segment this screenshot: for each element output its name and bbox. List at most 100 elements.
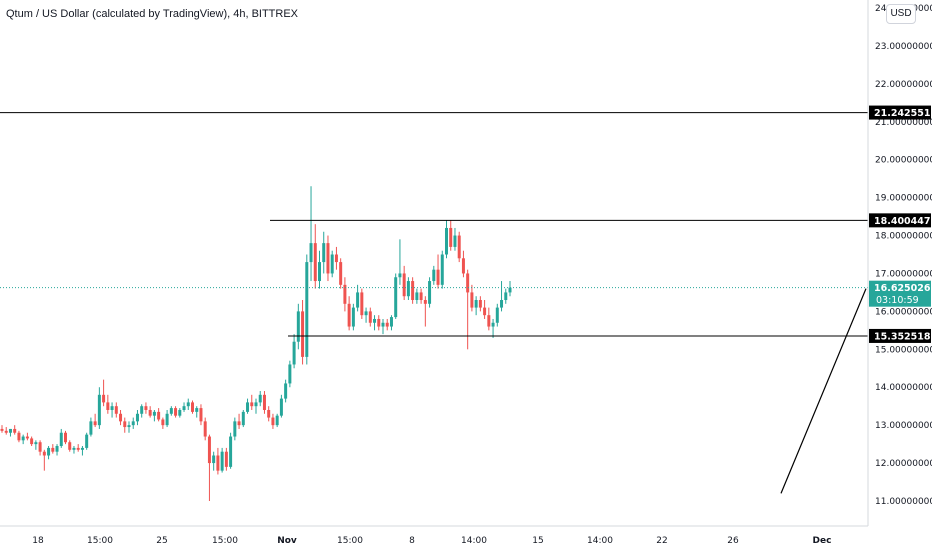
candle	[292, 334, 296, 369]
candle	[25, 432, 29, 441]
candle	[178, 408, 182, 418]
candle	[440, 250, 444, 289]
candle	[305, 254, 309, 365]
candle	[169, 406, 173, 416]
candle	[148, 406, 152, 418]
y-tick-label: 22.00000000	[875, 80, 932, 90]
chart-title: Qtum / US Dollar (calculated by TradingV…	[6, 8, 299, 20]
svg-text:18.40044758: 18.40044758	[874, 216, 932, 227]
candle	[246, 398, 250, 414]
candle	[186, 398, 190, 410]
projection-trend-line[interactable]	[780, 288, 867, 494]
candle	[279, 394, 283, 418]
candle	[123, 417, 127, 433]
candle	[508, 281, 512, 297]
candle	[76, 444, 80, 452]
y-tick-label: 12.00000000	[875, 459, 932, 469]
candle	[411, 277, 415, 304]
candle	[483, 300, 487, 319]
candle	[93, 413, 97, 428]
candle	[229, 432, 233, 469]
candles-layer	[0, 186, 512, 501]
candle	[351, 303, 355, 331]
candle	[322, 231, 326, 274]
candle	[326, 235, 330, 282]
candle	[394, 273, 398, 319]
candle	[17, 430, 21, 443]
candle	[466, 269, 470, 350]
candle	[195, 406, 199, 418]
candle	[449, 220, 453, 251]
candle	[34, 440, 38, 450]
candle	[140, 404, 144, 418]
x-tick-label: 15:00	[87, 536, 113, 546]
candle	[85, 432, 89, 450]
candle	[110, 402, 114, 418]
candle	[267, 406, 271, 422]
candle	[296, 303, 300, 350]
candle	[271, 413, 275, 429]
candle	[13, 425, 17, 435]
candle	[262, 391, 266, 414]
x-tick-label: 15:00	[212, 536, 238, 546]
candle	[216, 447, 220, 475]
x-tick-label: 18	[32, 536, 44, 546]
candle	[406, 277, 410, 301]
candle	[59, 428, 63, 448]
candle	[474, 296, 478, 316]
y-tick-label: 11.00000000	[875, 497, 932, 507]
candle	[487, 307, 491, 331]
candle	[68, 440, 72, 452]
candle	[368, 307, 372, 327]
candle	[461, 250, 465, 278]
candle	[55, 444, 59, 456]
candle	[64, 430, 67, 445]
x-tick-label: 26	[727, 536, 739, 546]
candle	[343, 277, 347, 312]
candle	[119, 409, 123, 426]
candle	[157, 408, 161, 422]
candle	[4, 427, 8, 435]
currency-button[interactable]: USD	[886, 4, 916, 24]
candle	[334, 246, 338, 270]
candle	[127, 421, 131, 433]
candle	[389, 315, 393, 331]
candle	[313, 224, 317, 289]
candle	[360, 288, 364, 319]
candle	[241, 409, 245, 428]
level-price-badge: 18.40044758	[869, 213, 932, 228]
candle	[301, 300, 305, 365]
candle	[42, 449, 46, 471]
candle	[102, 379, 106, 407]
level-price-badge: 15.35251861	[869, 328, 932, 343]
candle	[220, 447, 224, 473]
y-tick-label: 23.00000000	[875, 42, 932, 52]
y-tick-label: 15.00000000	[875, 345, 932, 355]
svg-text:21.24255178: 21.24255178	[874, 108, 932, 119]
candle	[8, 428, 12, 437]
candle	[495, 303, 499, 327]
candle	[237, 413, 241, 429]
candle	[21, 434, 25, 445]
y-tick-label: 16.00000000	[875, 307, 932, 317]
y-tick-label: 17.00000000	[875, 269, 932, 279]
candle	[250, 394, 254, 410]
candle	[419, 288, 423, 304]
candle	[38, 440, 42, 456]
current-price-badge: 16.6250268903:10:59	[869, 280, 932, 307]
candle	[114, 402, 118, 418]
svg-text:15.35251861: 15.35251861	[874, 331, 932, 342]
candle	[212, 451, 216, 471]
candle	[385, 318, 389, 331]
candle	[377, 315, 381, 331]
candle	[135, 409, 139, 426]
candle	[436, 254, 440, 289]
x-tick-label: 15	[532, 536, 543, 546]
candle	[165, 409, 169, 428]
candle	[51, 444, 55, 454]
countdown-label: 03:10:59	[876, 295, 919, 306]
candle	[478, 296, 482, 312]
candle	[152, 409, 156, 422]
